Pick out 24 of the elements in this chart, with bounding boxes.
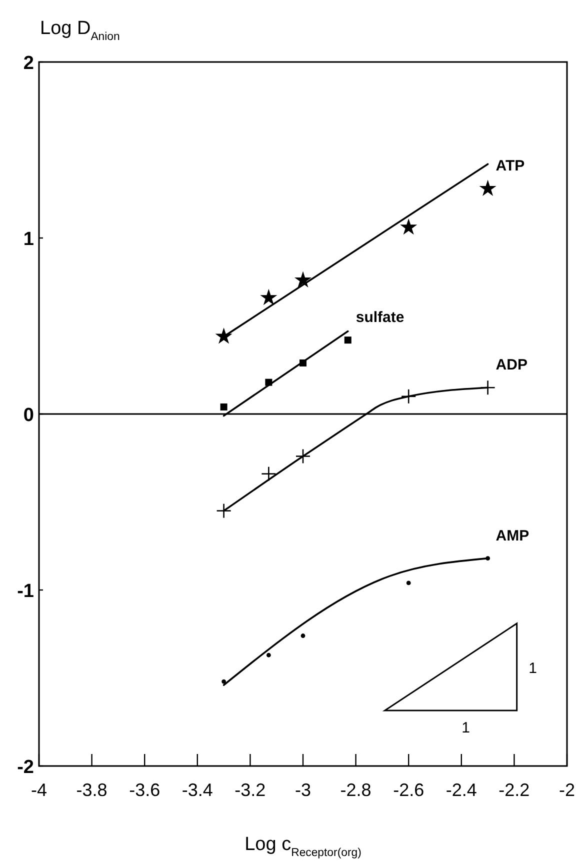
y-tick-label: -1 [17, 581, 34, 602]
annotation: 1 [528, 660, 538, 677]
x-axis-title: Log c$_{Receptor(org)}$ [244, 834, 362, 859]
x-tick-label: -3.2 [234, 780, 266, 800]
series-label: ADP [496, 356, 528, 374]
x-tick-label: -3 [294, 780, 312, 800]
x-tick-label: -4 [30, 780, 48, 800]
x-tick-label: -2.2 [498, 780, 530, 800]
x-tick-label: -3.8 [76, 780, 108, 800]
x-tick-label: -2 [558, 780, 576, 800]
series-label: AMP [496, 527, 530, 544]
series-label: sulfate [356, 309, 404, 326]
y-axis-title: Log D$_{Anion}$ [40, 18, 120, 43]
x-tick-label: -3.4 [182, 780, 213, 800]
y-tick-label: 0 [23, 405, 34, 426]
x-tick-label: -3.6 [129, 780, 160, 800]
x-tick-label: -2.4 [446, 780, 477, 800]
annotation: 1 [462, 720, 470, 737]
y-tick-label: 1 [23, 229, 34, 250]
series-label: ATP [496, 158, 525, 175]
x-tick-label: -2.8 [340, 780, 372, 800]
y-tick-label: 2 [23, 53, 34, 74]
x-tick-label: -2.6 [393, 780, 424, 800]
y-tick-label: -2 [17, 757, 34, 778]
